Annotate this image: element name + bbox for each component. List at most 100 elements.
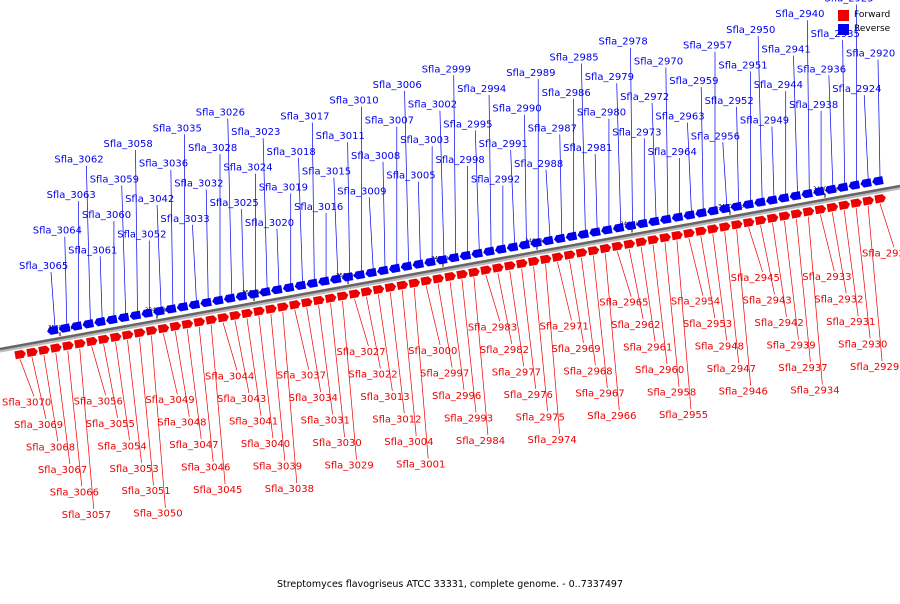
reverse-leader-line <box>757 35 763 199</box>
reverse-gene-shape <box>212 295 224 305</box>
reverse-leader-line <box>806 20 810 191</box>
forward-leader-line <box>581 257 596 366</box>
forward-gene-shape <box>456 269 468 280</box>
forward-leader-line <box>616 251 632 297</box>
forward-gene-arrow <box>253 306 265 316</box>
forward-leader-line <box>676 240 692 410</box>
forward-gene-label: Sfla_2993 <box>444 413 493 424</box>
reverse-gene-arrow <box>176 302 189 312</box>
reverse-gene-shape <box>801 188 813 199</box>
forward-gene-shape <box>384 282 397 293</box>
forward-gene-label: Sfla_3055 <box>86 419 135 430</box>
forward-gene-shape <box>719 222 731 232</box>
forward-gene-shape <box>169 321 182 332</box>
forward-gene-label: Sfla_3012 <box>372 414 421 425</box>
forward-gene-arrow <box>480 265 492 275</box>
reverse-gene-shape <box>494 244 507 254</box>
forward-gene-label: Sfla_2977 <box>492 367 541 378</box>
reverse-gene-shape <box>848 180 861 190</box>
reverse-gene-arrow <box>341 272 354 282</box>
reverse-leader-line <box>298 157 303 283</box>
forward-gene-arrow <box>97 334 110 345</box>
reverse-gene-label: Sfla_3020 <box>245 218 294 229</box>
reverse-gene-shape <box>47 325 59 335</box>
reverse-gene-label: Sfla_2938 <box>789 100 838 111</box>
reverse-gene-arrow <box>872 176 884 186</box>
forward-gene-arrow <box>551 252 564 262</box>
reverse-leader-line <box>488 94 492 249</box>
forward-gene-label: Sfla_2997 <box>420 368 469 379</box>
reverse-leader-line <box>439 110 445 257</box>
forward-gene-shape <box>444 272 456 282</box>
reverse-gene-arrow <box>601 225 613 235</box>
forward-gene-label: Sfla_2960 <box>635 365 684 376</box>
forward-gene-shape <box>372 285 385 295</box>
forward-gene-label: Sfla_2971 <box>540 321 589 332</box>
reverse-leader-line <box>524 114 527 242</box>
forward-leader-line <box>198 326 214 462</box>
forward-leader-line <box>162 333 178 395</box>
reverse-gene-arrow <box>58 323 71 333</box>
forward-gene-arrow <box>62 341 74 351</box>
reverse-gene-label: Sfla_2970 <box>634 56 683 67</box>
forward-gene-arrow <box>181 319 194 329</box>
reverse-gene-arrow <box>117 312 130 323</box>
forward-gene-label: Sfla_3004 <box>384 437 433 448</box>
forward-gene-label: Sfla_3040 <box>241 439 290 450</box>
forward-leader-line <box>449 281 465 390</box>
forward-gene-label: Sfla_2937 <box>778 363 827 374</box>
reverse-gene-label: Sfla_2951 <box>718 60 767 71</box>
reverse-leader-line <box>404 90 409 264</box>
reverse-gene-arrow <box>707 206 719 216</box>
forward-gene-arrow <box>671 230 683 241</box>
reverse-gene-shape <box>117 312 130 323</box>
reverse-leader-line <box>453 75 457 255</box>
forward-leader-line <box>473 277 489 435</box>
forward-leader-line <box>377 294 393 392</box>
forward-leader-line <box>855 207 871 339</box>
forward-gene-shape <box>862 196 874 206</box>
forward-leader-line <box>174 331 190 417</box>
reverse-gene-arrow <box>777 193 790 203</box>
forward-leader-line <box>700 236 716 319</box>
forward-gene-label: Sfla_3051 <box>121 486 170 497</box>
forward-gene-arrow <box>384 282 397 293</box>
forward-gene-shape <box>647 235 659 245</box>
reverse-gene-shape <box>141 308 153 318</box>
forward-gene-shape <box>790 209 803 219</box>
forward-leader-line <box>294 309 310 370</box>
reverse-gene-label: Sfla_2979 <box>585 72 634 83</box>
forward-gene-arrow <box>575 248 588 258</box>
forward-leader-line <box>282 311 298 484</box>
forward-leader-line <box>819 214 835 272</box>
reverse-gene-shape <box>695 208 707 218</box>
reverse-gene-shape <box>341 272 354 282</box>
reverse-gene-label: Sfla_3023 <box>231 127 280 138</box>
forward-gene-arrow <box>432 274 444 284</box>
forward-gene-shape <box>312 295 325 306</box>
forward-gene-arrow <box>838 200 851 210</box>
reverse-gene-shape <box>777 193 790 203</box>
forward-leader-line <box>270 313 286 461</box>
forward-gene-shape <box>826 202 839 213</box>
reverse-gene-shape <box>176 302 189 312</box>
forward-leader-line <box>330 303 345 438</box>
forward-gene-label: Sfla_2984 <box>456 436 505 447</box>
reverse-gene-shape <box>659 214 672 224</box>
reverse-gene-label: Sfla_3016 <box>294 202 343 213</box>
reverse-gene-label: Sfla_2920 <box>846 49 895 60</box>
reverse-leader-line <box>863 95 869 180</box>
forward-gene-label: Sfla_2931 <box>826 317 875 328</box>
reverse-leader-line <box>736 106 739 204</box>
reverse-gene-shape <box>282 282 295 293</box>
reverse-leader-line <box>687 122 692 212</box>
forward-gene-shape <box>778 211 791 221</box>
reverse-gene-arrow <box>695 208 707 218</box>
forward-leader-line <box>151 335 166 508</box>
reverse-gene-shape <box>506 242 519 252</box>
reverse-gene-label: Sfla_2994 <box>457 84 506 95</box>
reverse-gene-arrow <box>94 317 106 327</box>
forward-gene-arrow <box>408 278 421 288</box>
reverse-gene-arrow <box>294 280 307 291</box>
reverse-leader-line <box>594 154 598 229</box>
